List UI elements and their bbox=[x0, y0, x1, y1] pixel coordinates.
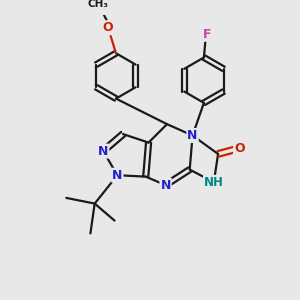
Text: N: N bbox=[112, 169, 123, 182]
Text: N: N bbox=[160, 178, 171, 192]
Text: O: O bbox=[234, 142, 245, 155]
Text: N: N bbox=[188, 129, 198, 142]
Text: F: F bbox=[202, 28, 211, 41]
Text: CH₃: CH₃ bbox=[88, 0, 109, 9]
Text: O: O bbox=[102, 21, 113, 34]
Text: NH: NH bbox=[204, 176, 224, 189]
Text: N: N bbox=[98, 145, 108, 158]
